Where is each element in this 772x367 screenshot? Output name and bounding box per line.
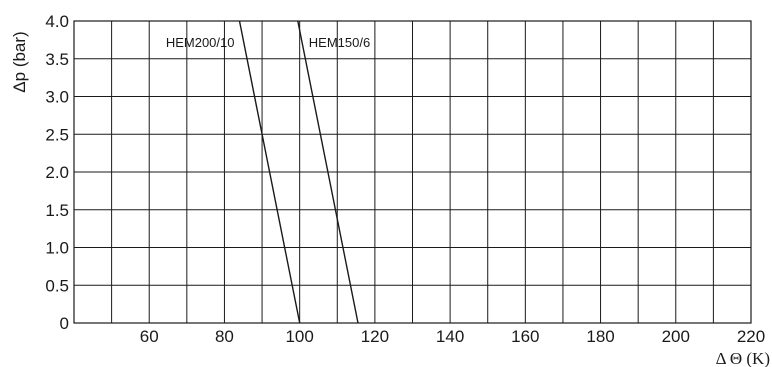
series-labels: HEM200/10 HEM150/6 bbox=[166, 35, 370, 50]
series-label: HEM200/10 bbox=[166, 35, 235, 50]
y-tick-label: 1.0 bbox=[45, 239, 69, 258]
x-tick-label: 180 bbox=[586, 327, 614, 346]
y-tick-label: 0.5 bbox=[45, 276, 69, 295]
plot-frame bbox=[73, 20, 752, 324]
x-tick-label: 160 bbox=[511, 327, 539, 346]
x-tick-label: 100 bbox=[285, 327, 313, 346]
x-axis-label: Δ Θ (K) bbox=[716, 349, 770, 367]
series-lines bbox=[238, 20, 359, 324]
y-tick-label: 0 bbox=[60, 314, 69, 333]
y-tick-label: 2.0 bbox=[45, 163, 69, 182]
x-tick-label: 200 bbox=[662, 327, 690, 346]
x-tick-label: 220 bbox=[737, 327, 765, 346]
series-line bbox=[238, 20, 301, 324]
y-tick-label: 3.5 bbox=[45, 50, 69, 69]
x-tick-labels: 60 80 100 120 140 160 180 200 220 bbox=[140, 327, 765, 346]
y-tick-label: 3.0 bbox=[45, 88, 69, 107]
x-tick-label: 80 bbox=[215, 327, 234, 346]
series-label: HEM150/6 bbox=[309, 35, 370, 50]
y-axis-label: Δp (bar) bbox=[10, 31, 29, 92]
x-tick-label: 120 bbox=[361, 327, 389, 346]
y-tick-label: 2.5 bbox=[45, 125, 69, 144]
y-tick-label: 1.5 bbox=[45, 201, 69, 220]
y-tick-labels: 0 0.5 1.0 1.5 2.0 2.5 3.0 3.5 4.0 bbox=[45, 12, 69, 333]
x-tick-label: 140 bbox=[436, 327, 464, 346]
series-line bbox=[297, 20, 359, 324]
y-tick-label: 4.0 bbox=[45, 12, 69, 31]
x-tick-label: 60 bbox=[140, 327, 159, 346]
grid bbox=[74, 21, 751, 323]
